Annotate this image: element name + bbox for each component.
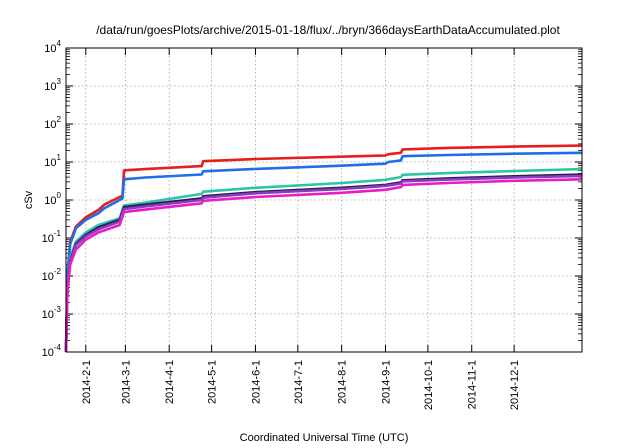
y-tick-base: 10 bbox=[44, 157, 56, 169]
y-tick-label: 104 bbox=[44, 39, 61, 55]
x-tick-label: 2014-12-1 bbox=[509, 360, 521, 410]
series-line bbox=[64, 144, 583, 353]
y-tick-base: 10 bbox=[44, 119, 56, 131]
y-tick-label: 10-4 bbox=[42, 343, 62, 359]
x-tick-label: 2014-10-1 bbox=[423, 360, 435, 410]
y-tick-label: 10-2 bbox=[42, 267, 62, 283]
series-line bbox=[64, 173, 583, 353]
y-axis-label: cSv bbox=[23, 190, 35, 209]
x-tick-label: 2014-2-1 bbox=[81, 360, 93, 404]
x-axis-label: Coordinated Universal Time (UTC) bbox=[240, 432, 409, 444]
y-tick-base: 10 bbox=[42, 347, 54, 359]
series-lines bbox=[64, 144, 583, 353]
x-tick-label: 2014-9-1 bbox=[380, 360, 392, 404]
y-tick-label: 100 bbox=[44, 191, 61, 207]
y-tick-exponent: 0 bbox=[57, 191, 62, 200]
x-tick-label: 2014-7-1 bbox=[293, 360, 305, 404]
y-tick-label: 101 bbox=[44, 153, 61, 169]
plot-frame bbox=[65, 47, 583, 353]
y-tick-exponent: 2 bbox=[57, 115, 62, 124]
y-tick-exponent: 4 bbox=[57, 39, 62, 48]
x-tick-label: 2014-8-1 bbox=[337, 360, 349, 404]
y-tick-label: 10-3 bbox=[42, 305, 62, 321]
y-tick-base: 10 bbox=[42, 233, 54, 245]
y-tick-base: 10 bbox=[44, 43, 56, 55]
x-tick-labels: 2014-2-1 2014-3-1 2014-4-1 2014-5-1 2014-6-1… bbox=[81, 360, 521, 410]
y-tick-exponent: 1 bbox=[57, 153, 62, 162]
series-line bbox=[64, 174, 583, 353]
series-line bbox=[64, 151, 583, 353]
y-tick-exponent: -1 bbox=[54, 229, 62, 238]
x-tick-label: 2014-3-1 bbox=[120, 360, 132, 404]
chart-title: /data/run/goesPlots/archive/2015-01-18/f… bbox=[96, 23, 560, 37]
x-tick-label: 2014-6-1 bbox=[250, 360, 262, 404]
series-line bbox=[64, 178, 583, 353]
series-line bbox=[64, 167, 583, 353]
y-tick-base: 10 bbox=[44, 81, 56, 93]
y-tick-label: 102 bbox=[44, 115, 61, 131]
y-tick-base: 10 bbox=[42, 309, 54, 321]
y-tick-exponent: -3 bbox=[54, 305, 62, 314]
y-tick-base: 10 bbox=[42, 271, 54, 283]
y-tick-exponent: -4 bbox=[54, 343, 62, 352]
y-tick-base: 10 bbox=[44, 195, 56, 207]
x-tick-label: 2014-4-1 bbox=[164, 360, 176, 404]
x-tick-label: 2014-11-1 bbox=[467, 360, 479, 409]
y-tick-exponent: 3 bbox=[57, 77, 62, 86]
x-tick-label: 2014-5-1 bbox=[207, 360, 219, 404]
y-tick-label: 10-1 bbox=[42, 229, 62, 245]
y-tick-exponent: -2 bbox=[54, 267, 62, 276]
y-tick-label: 103 bbox=[44, 77, 61, 93]
grid-lines bbox=[66, 47, 582, 353]
